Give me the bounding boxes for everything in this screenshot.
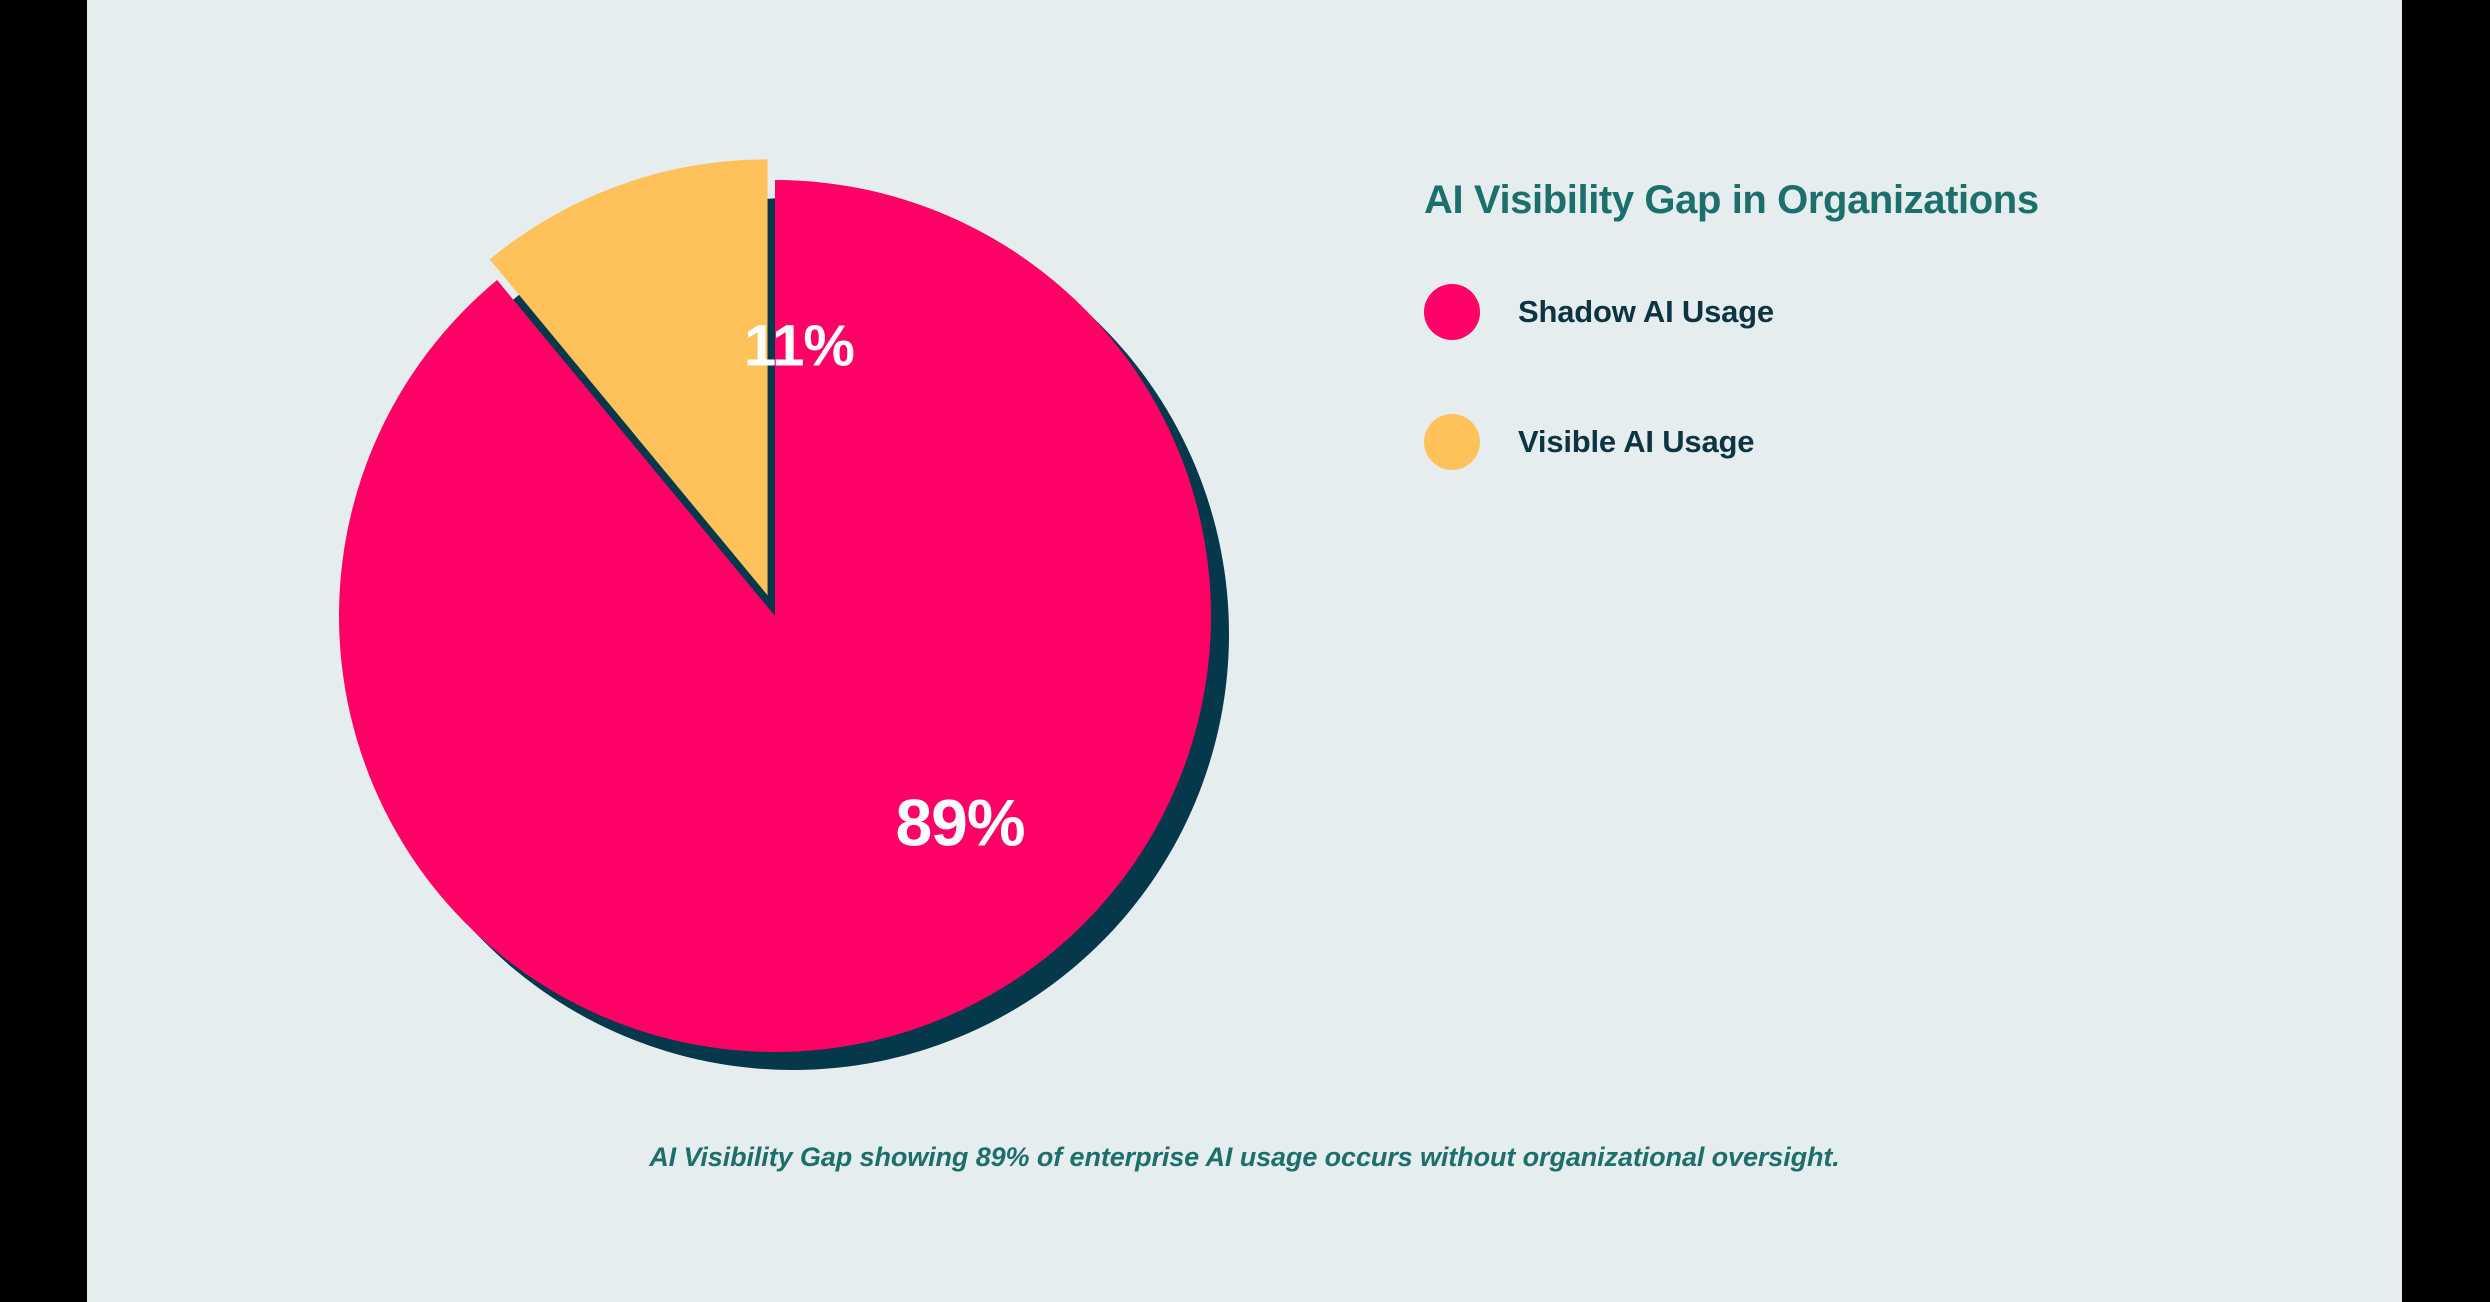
pie-slice-label-visible-ai-usage: 11%: [744, 313, 854, 378]
letterbox-bar-left: [0, 0, 87, 1302]
chart-canvas: 89% 11% AI Visibility Gap in Organizatio…: [87, 0, 2402, 1302]
pie-chart-svg: 89% 11%: [338, 159, 1229, 1070]
pie-slice-shadow-ai-usage[interactable]: [338, 180, 1212, 1053]
chart-title: AI Visibility Gap in Organizations: [1424, 178, 2039, 222]
chart-info-panel: AI Visibility Gap in Organizations Shado…: [1424, 178, 2324, 470]
pie-slice-label-shadow-ai-usage: 89%: [895, 785, 1024, 859]
legend-swatch-icon-shadow-ai-usage: [1424, 284, 1480, 340]
legend-label-shadow-ai-usage: Shadow AI Usage: [1518, 294, 1774, 329]
letterbox-bar-right: [2402, 0, 2490, 1302]
legend-label-visible-ai-usage: Visible AI Usage: [1518, 424, 1755, 459]
legend-swatch-icon-visible-ai-usage: [1424, 414, 1480, 470]
pie-slice-visible-ai-usage[interactable]: [489, 159, 768, 596]
pie-chart: 89% 11%: [87, 0, 1587, 1180]
legend-item-shadow-ai-usage[interactable]: Shadow AI Usage: [1424, 284, 2324, 340]
chart-caption: AI Visibility Gap showing 89% of enterpr…: [649, 1142, 1840, 1172]
chart-legend: Shadow AI Usage Visible AI Usage: [1424, 284, 2324, 470]
legend-item-visible-ai-usage[interactable]: Visible AI Usage: [1424, 414, 2324, 470]
